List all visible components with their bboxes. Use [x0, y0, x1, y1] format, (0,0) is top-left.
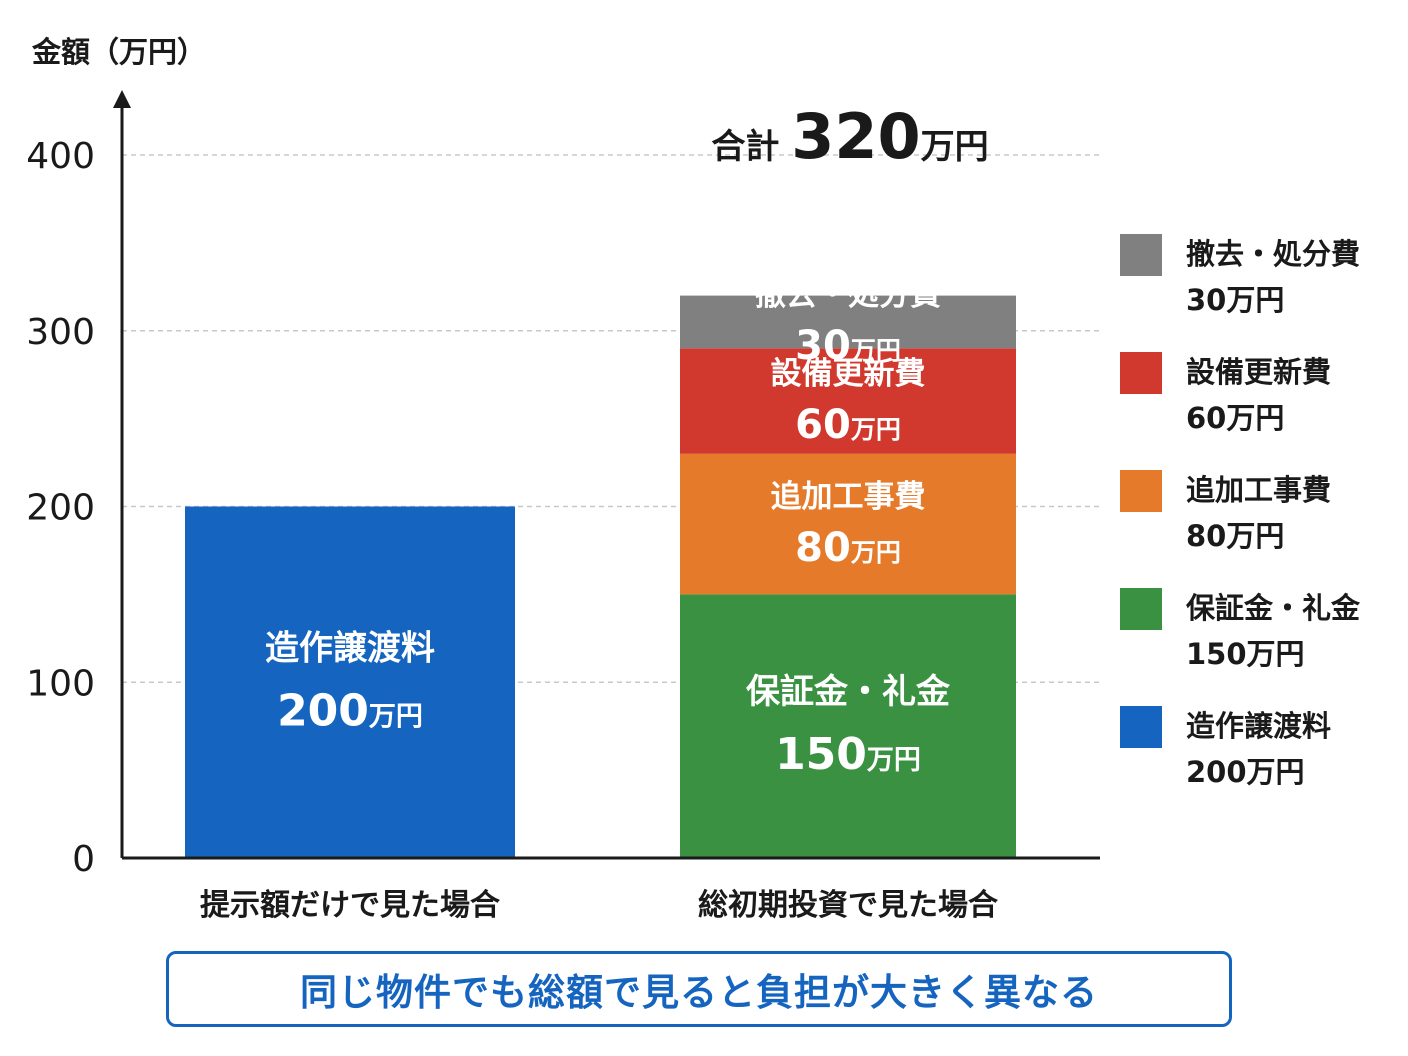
legend-swatch: [1120, 470, 1162, 512]
x-category-label: 提示額だけで見た場合: [200, 888, 500, 923]
y-tick-label: 200: [26, 488, 95, 529]
legend-value: 80万円: [1186, 519, 1285, 553]
legend-label: 設備更新費: [1186, 355, 1332, 389]
segment-name-label: 撤去・処分費: [755, 277, 941, 313]
segment-name-label: 造作譲渡料: [265, 628, 435, 668]
legend-value: 150万円: [1186, 637, 1305, 671]
legend-swatch: [1120, 706, 1162, 748]
legend-swatch: [1120, 588, 1162, 630]
segment-name-label: 保証金・礼金: [746, 672, 951, 712]
legend-item-deposit: 保証金・礼金 150万円: [1120, 586, 1390, 704]
legend-item-transfer: 造作譲渡料 200万円: [1120, 704, 1390, 822]
y-axis-title: 金額（万円）: [31, 35, 206, 69]
segment-name-label: 設備更新費: [771, 356, 926, 392]
bar-segment: [680, 594, 1016, 858]
segment-value-label: 30万円: [795, 323, 901, 369]
legend-value: 60万円: [1186, 401, 1285, 435]
segment-value-label: 60万円: [795, 402, 901, 448]
legend-swatch: [1120, 352, 1162, 394]
legend-value: 200万円: [1186, 755, 1305, 789]
segment-value-label: 200万円: [277, 685, 423, 736]
y-tick-label: 400: [26, 136, 95, 177]
segment-name-label: 追加工事費: [771, 479, 926, 515]
bar-segment: [680, 348, 1016, 454]
legend-label: 撤去・処分費: [1186, 237, 1361, 271]
y-tick-label: 100: [26, 663, 95, 704]
legend-item-construction: 追加工事費 80万円: [1120, 468, 1390, 586]
legend-label: 追加工事費: [1186, 473, 1332, 507]
bar-segment: [680, 453, 1016, 595]
bar-segment: [185, 506, 515, 858]
segment-value-label: 150万円: [775, 729, 921, 780]
legend-item-equipment: 設備更新費 60万円: [1120, 350, 1390, 468]
legend-swatch: [1120, 234, 1162, 276]
bar-segment: [680, 295, 1016, 349]
legend-item-removal: 撤去・処分費 30万円: [1120, 232, 1390, 350]
y-tick-label: 0: [72, 839, 95, 880]
summary-message: 同じ物件でも総額で見ると負担が大きく異なる: [166, 951, 1232, 1027]
y-axis-arrow: [113, 90, 131, 108]
legend-label: 造作譲渡料: [1186, 709, 1332, 743]
y-tick-label: 300: [26, 312, 95, 353]
legend-label: 保証金・礼金: [1186, 591, 1361, 625]
total-annotation: 合計 320万円: [711, 100, 988, 173]
chart-legend: 撤去・処分費 30万円 設備更新費 60万円 追加工事費 80万円 保証金・礼金…: [1120, 232, 1390, 822]
x-category-label: 総初期投資で見た場合: [698, 888, 998, 923]
legend-value: 30万円: [1186, 283, 1285, 317]
segment-value-label: 80万円: [795, 525, 901, 571]
